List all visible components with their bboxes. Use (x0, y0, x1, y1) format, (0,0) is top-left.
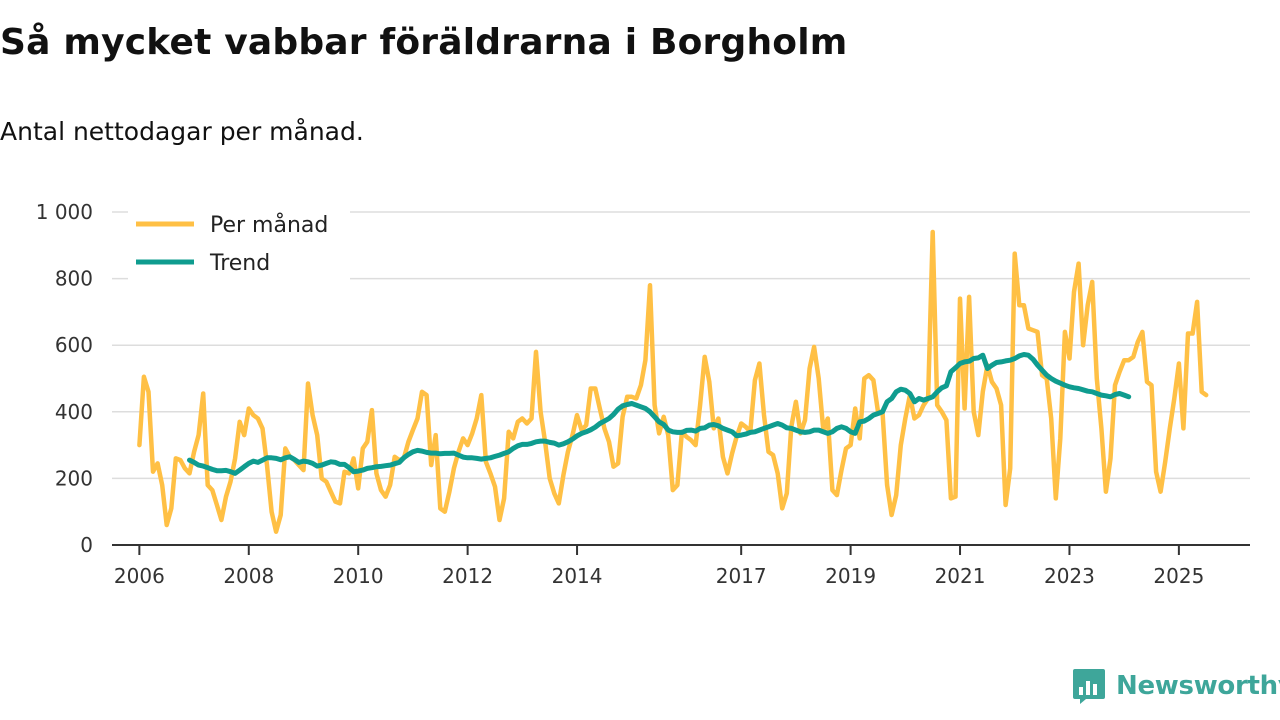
newsworthy-logo-icon (1073, 669, 1105, 704)
legend-background (128, 202, 350, 282)
chart-title: Så mycket vabbar föräldrarna i Borgholm (0, 22, 848, 63)
y-tick-label: 200 (55, 466, 93, 490)
y-tick-label: 800 (55, 267, 93, 291)
x-tick-label: 2008 (223, 564, 274, 588)
x-tick-label: 2012 (442, 564, 493, 588)
y-tick-label: 0 (80, 533, 93, 557)
series-line-trend (187, 352, 1132, 476)
series-lines (137, 229, 1209, 534)
legend-label-per-month: Per månad (210, 212, 328, 238)
x-tick-label: 2006 (114, 564, 165, 588)
legend: Per månad Trend (128, 202, 350, 282)
chart-subtitle: Antal nettodagar per månad. (0, 117, 364, 146)
y-axis-tick-labels: 0 200 400 600 800 1 000 (36, 200, 93, 557)
x-tick-label: 2017 (716, 564, 767, 588)
y-tick-label: 600 (55, 333, 93, 357)
x-tick-label: 2023 (1044, 564, 1095, 588)
x-tick-label: 2021 (935, 564, 986, 588)
x-tick-label: 2025 (1153, 564, 1204, 588)
y-tick-label: 1 000 (36, 200, 93, 224)
x-tick-label: 2010 (333, 564, 384, 588)
legend-label-trend: Trend (209, 251, 270, 276)
y-tick-label: 400 (55, 400, 93, 424)
brand-logo: Newsworthy (1072, 666, 1280, 706)
x-tick-label: 2014 (552, 564, 603, 588)
brand-name: Newsworthy (1116, 671, 1280, 701)
series-line-per-month (137, 229, 1209, 534)
x-axis-ticks: 2006 2008 2010 2012 2014 2017 2019 2021 2023 2025 (114, 545, 1204, 588)
x-tick-label: 2019 (825, 564, 876, 588)
